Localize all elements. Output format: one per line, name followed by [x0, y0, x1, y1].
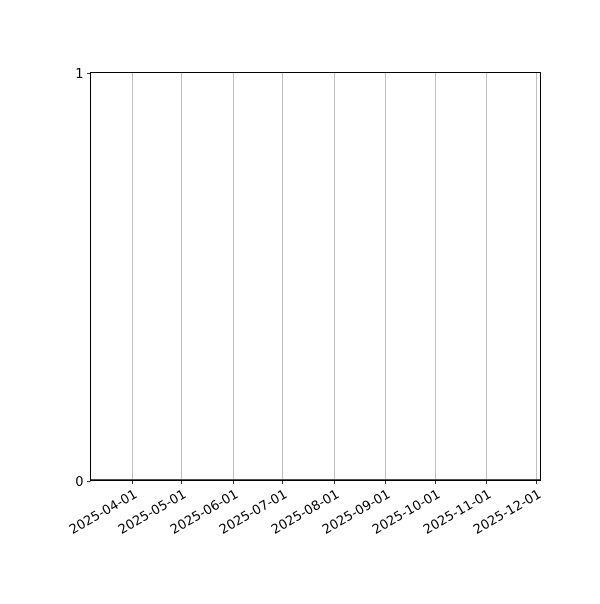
plot-area-frame	[90, 72, 541, 481]
y-axis: 01	[75, 67, 91, 490]
y-tick-label: 0	[75, 475, 83, 490]
grid-lines	[132, 72, 537, 481]
x-axis: 2025-04-012025-05-012025-06-012025-07-01…	[67, 480, 544, 538]
y-tick-label: 1	[75, 67, 83, 82]
